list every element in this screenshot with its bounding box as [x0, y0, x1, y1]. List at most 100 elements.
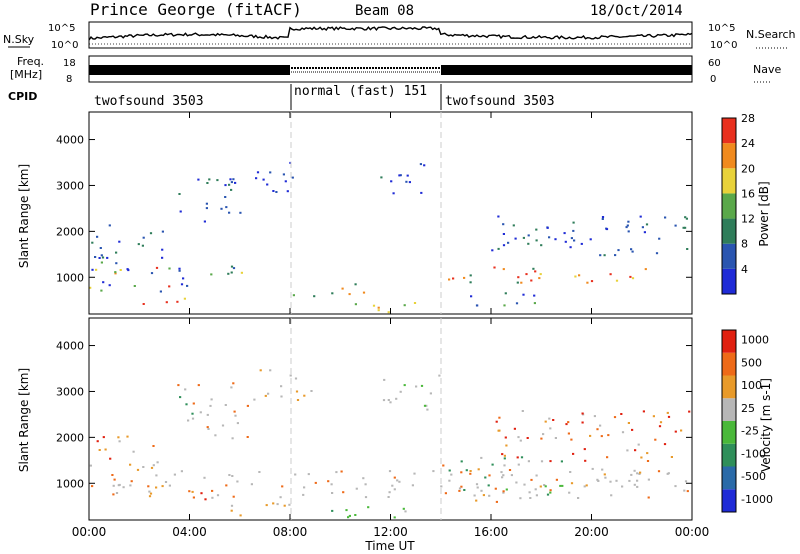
y-tick-label: 3000	[56, 385, 84, 398]
velocity-cell	[596, 478, 599, 481]
power-cell	[155, 266, 159, 269]
velocity-cell	[404, 510, 407, 513]
power-heatmap	[89, 161, 689, 314]
velocity-cell	[136, 468, 140, 471]
power-cell	[348, 293, 351, 296]
velocity-cell	[355, 487, 358, 490]
power-cell	[546, 226, 549, 229]
velocity-cell	[279, 496, 282, 499]
power-cell	[161, 248, 164, 251]
velocity-cell	[265, 504, 268, 507]
power-cell	[674, 224, 677, 227]
velocity-cell	[585, 484, 588, 487]
velocity-cell	[269, 369, 272, 372]
power-ylabel: Slant Range [km]	[17, 164, 31, 268]
velocity-cell	[303, 486, 306, 489]
power-cell	[240, 271, 243, 274]
velocity-cell	[477, 468, 480, 471]
velocity-cell	[399, 390, 402, 393]
power-cell	[514, 237, 517, 240]
velocity-cell	[142, 466, 145, 468]
power-cell	[392, 192, 395, 195]
velocity-cell	[584, 459, 587, 462]
velocity-cell	[239, 514, 242, 517]
power-cell	[408, 181, 411, 184]
power-cell	[114, 272, 117, 275]
velocity-cell	[382, 399, 386, 402]
power-cell	[186, 284, 189, 287]
velocity-cell	[444, 492, 447, 495]
velocity-cell	[393, 488, 396, 491]
velocity-cell	[402, 507, 405, 510]
power-cell	[286, 190, 289, 193]
velocity-cell	[502, 491, 505, 494]
velocity-cell	[607, 434, 610, 437]
power-cell	[390, 180, 393, 183]
velocity-cell	[179, 396, 182, 399]
velocity-cell	[281, 485, 284, 488]
power-cell	[609, 273, 612, 276]
power-cell	[94, 256, 97, 258]
power-cell	[463, 276, 466, 279]
velocity-cell	[503, 457, 506, 460]
velocity-cell	[211, 496, 214, 499]
velocity-cell	[288, 503, 291, 506]
power-panel: Slant Range [km] 1000 2000 3000 4000	[17, 111, 693, 315]
velocity-cell	[289, 374, 292, 377]
power-cell	[403, 304, 406, 307]
frequency-bar-3	[441, 65, 692, 75]
velocity-cell	[646, 452, 649, 455]
colorbar-tick-label: 20	[741, 162, 755, 175]
velocity-ylabel: Slant Range [km]	[17, 368, 31, 472]
frequency-left-tick-top: 18	[63, 58, 76, 69]
velocity-cell	[450, 473, 453, 476]
velocity-cell	[438, 374, 441, 377]
velocity-cell	[559, 484, 562, 487]
power-cell	[224, 184, 227, 187]
power-cell	[517, 276, 520, 279]
velocity-cell	[666, 411, 669, 414]
velocity-cell	[246, 404, 249, 407]
colorbar-frame	[721, 117, 737, 295]
velocity-cell	[403, 384, 406, 387]
velocity-cell	[597, 480, 600, 482]
power-cell	[398, 174, 401, 177]
velocity-cell	[552, 419, 555, 421]
velocity-cell	[613, 416, 617, 419]
x-axis-label: Time UT	[364, 539, 415, 553]
y-tick-label: 2000	[56, 431, 84, 444]
velocity-cell	[621, 485, 624, 488]
power-cell	[572, 221, 575, 224]
colorbar-tick-label: 12	[741, 213, 755, 226]
velocity-cell	[599, 424, 602, 427]
x-tick-label: 00:00	[72, 525, 107, 539]
power-cell	[522, 236, 525, 239]
power-cell	[580, 242, 583, 245]
power-cell	[627, 220, 630, 223]
power-colorbar-label: Power [dB]	[757, 181, 771, 246]
velocity-cell	[686, 490, 689, 493]
power-cell	[289, 161, 292, 164]
power-cell	[503, 304, 506, 307]
velocity-cell	[465, 469, 468, 472]
velocity-cell	[549, 489, 552, 492]
power-cell	[686, 248, 689, 250]
power-cell	[590, 280, 594, 283]
power-cell	[115, 262, 118, 265]
velocity-cell	[534, 488, 537, 491]
power-cell	[533, 302, 536, 305]
x-tick-label: 04:00	[172, 525, 207, 539]
velocity-cell	[104, 448, 107, 451]
velocity-cell	[210, 398, 213, 401]
velocity-cell	[109, 457, 112, 460]
velocity-cell	[546, 493, 550, 496]
noise-panel: N.Sky 10^5 10^0 10^5 10^0 N.Search	[3, 21, 796, 51]
power-cell	[535, 228, 538, 231]
power-cell	[197, 178, 200, 181]
power-cell	[627, 230, 630, 233]
velocity-cell	[500, 471, 503, 474]
colorbar-swatch	[722, 268, 736, 294]
velocity-cell	[113, 478, 116, 481]
power-cell	[685, 217, 688, 220]
velocity-cell	[224, 404, 227, 406]
